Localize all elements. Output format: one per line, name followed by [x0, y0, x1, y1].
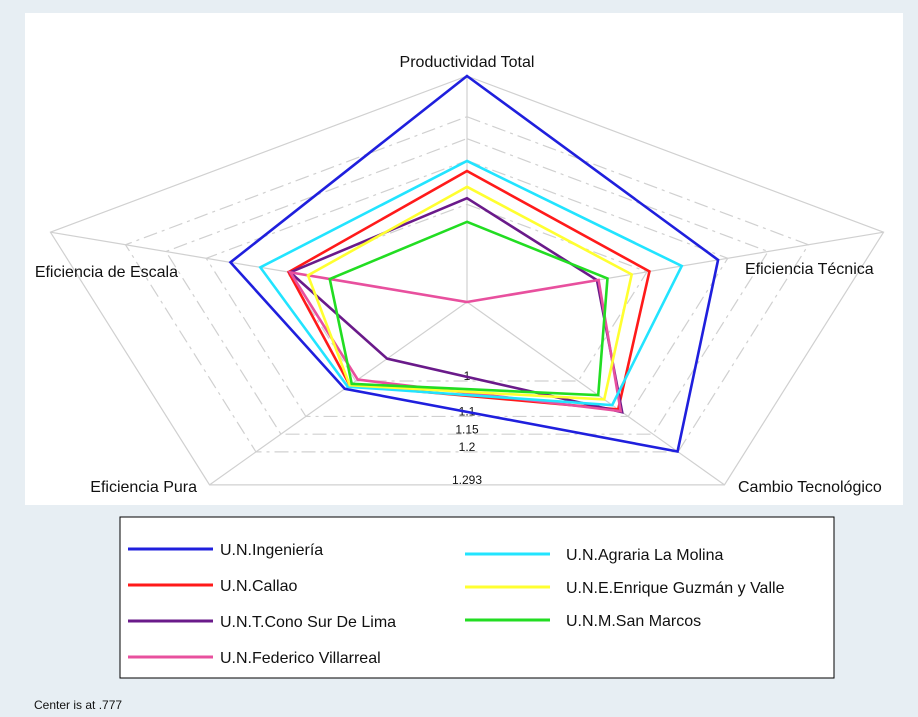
legend-label: U.N.M.San Marcos [566, 613, 701, 630]
note: Center is at .777 [34, 698, 122, 712]
r-tick-label: 1.2 [459, 440, 476, 454]
axis-label: Cambio Tecnológico [738, 479, 882, 496]
grid-ring [205, 159, 729, 418]
legend-box [119, 516, 835, 679]
series-line [258, 159, 684, 407]
plot-region [25, 13, 903, 505]
series-line [328, 220, 609, 397]
axis-label: Eficiencia Técnica [745, 261, 874, 278]
axis-label: Eficiencia Pura [90, 479, 197, 496]
legend-label: U.N.Agraria La Molina [566, 547, 724, 564]
grid-ring [49, 75, 885, 486]
grid-ring [164, 137, 770, 435]
grid-ring [124, 116, 810, 453]
r-tick-label: 1.15 [455, 422, 479, 436]
legend-label: U.N.T.Cono Sur De Lima [220, 614, 396, 631]
legend-label: U.N.E.Enrique Guzmán y Valle [566, 580, 785, 597]
legend-label: U.N.Callao [220, 578, 297, 595]
legend-label: U.N.Ingeniería [220, 542, 323, 559]
legend-label: U.N.Federico Villarreal [220, 650, 381, 667]
axis-label: Eficiencia de Escala [35, 264, 178, 281]
r-tick-label: 1.293 [452, 473, 482, 487]
spoke [466, 301, 725, 486]
axis-label: Productividad Total [400, 54, 535, 71]
series-line [228, 74, 720, 454]
spoke [209, 301, 468, 486]
series-line [306, 185, 634, 401]
